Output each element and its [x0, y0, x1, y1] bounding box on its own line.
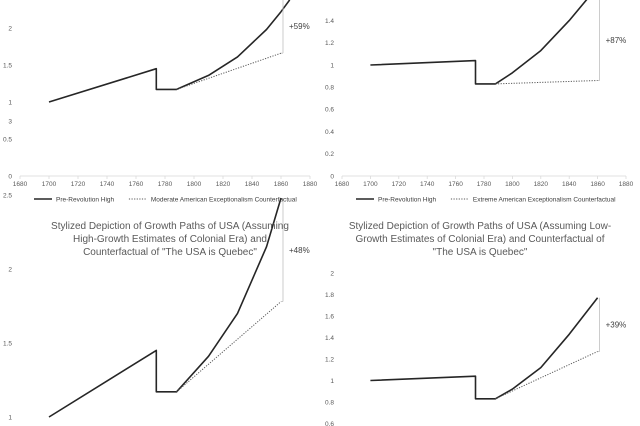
chart-2-y-tick-label: 0	[330, 173, 334, 180]
chart-2-y-tick-label: 0.2	[325, 151, 334, 158]
chart-2-x-tick-label: 1780	[477, 181, 492, 188]
chart-4-y-tick-label: 2	[330, 270, 334, 277]
chart-3-y-tick-label: 1.5	[3, 340, 12, 347]
chart-2-x-tick-label: 1840	[562, 181, 577, 188]
chart-title-line: Growth Estimates of Colonial Era) and Co…	[355, 234, 605, 245]
chart-2-x-tick-label: 1720	[392, 181, 407, 188]
chart-4-y-tick-label: 1.6	[325, 313, 334, 320]
chart-2-y-tick-label: 0.4	[325, 129, 334, 136]
chart-3-y-tick-label: 1	[8, 414, 12, 421]
chart-1-x-tick-label: 1840	[245, 181, 260, 188]
chart-1-x-tick-label: 1680	[13, 181, 28, 188]
chart-1-series-line-1	[48, 0, 291, 103]
chart-4-y-tick-label: 1.4	[325, 335, 334, 342]
chart-1-x-tick-label: 1740	[100, 181, 115, 188]
chart-4-series-line-1	[370, 297, 599, 400]
chart-3-annotation-label: +48%	[289, 246, 310, 255]
chart-2-y-tick-label: 0.8	[325, 85, 334, 92]
chart-2-y-tick-label: 1.2	[325, 40, 334, 47]
chart-1-x-tick-label: 1800	[187, 181, 202, 188]
chart-1-x-tick-label: 1760	[129, 181, 144, 188]
chart-title-line: Counterfactual of "The USA is Quebec"	[83, 247, 257, 258]
chart-2-series-line-1	[370, 0, 588, 85]
chart-2-x-tick-label: 1820	[534, 181, 549, 188]
chart-2-x-tick-label: 1680	[335, 181, 350, 188]
chart-3-series-line-2	[176, 301, 282, 393]
chart-4-y-tick-label: 0.6	[325, 421, 334, 426]
chart-1-x-tick-label: 1780	[158, 181, 173, 188]
chart-title-line: High-Growth Estimates of Colonial Era) a…	[73, 234, 267, 245]
chart-1-x-tick-label: 1860	[274, 181, 289, 188]
chart-1-y-tick-label: 2	[8, 25, 12, 32]
chart-title-line: "The USA is Quebec"	[432, 247, 528, 258]
chart-1-y-tick-label: 0.5	[3, 136, 12, 143]
chart-2-legend-label-1: Pre-Revolution High	[378, 196, 437, 203]
chart-2-y-tick-label: 0.6	[325, 107, 334, 114]
chart-3-y-tick-label: 2.5	[3, 192, 12, 199]
chart-2-x-tick-label: 1860	[590, 181, 605, 188]
chart-1-legend-label-1: Pre-Revolution High	[56, 196, 115, 203]
chart-title-line: Stylized Depiction of Growth Paths of US…	[51, 221, 289, 232]
chart-3-series-line-1	[48, 197, 282, 418]
chart-1-series-line-2	[176, 52, 282, 90]
chart-1-y-tick-label: 1.5	[3, 62, 12, 69]
chart-4-annotation-label: +39%	[606, 321, 627, 330]
chart-2-x-tick-label: 1740	[420, 181, 435, 188]
chart-2-x-tick-label: 1880	[619, 181, 634, 188]
chart-1-y-tick-label: 0	[8, 173, 12, 180]
chart-1-x-tick-label: 1700	[42, 181, 57, 188]
chart-title-bottom-right: Stylized Depiction of Growth Paths of US…	[330, 220, 630, 259]
chart-4-y-tick-label: 1.8	[325, 292, 334, 299]
chart-2-x-tick-label: 1760	[448, 181, 463, 188]
chart-1-x-tick-label: 1880	[303, 181, 318, 188]
chart-1-x-tick-label: 1720	[71, 181, 86, 188]
chart-4-y-tick-label: 1.2	[325, 356, 334, 363]
chart-2-y-tick-label: 1	[330, 62, 334, 69]
chart-2-x-tick-label: 1800	[505, 181, 520, 188]
chart-2-series-line-2	[495, 80, 598, 85]
chart-2-x-tick-label: 1700	[363, 181, 378, 188]
chart-title-bottom-left: Stylized Depiction of Growth Paths of US…	[20, 220, 320, 259]
chart-2-annotation-label: +87%	[606, 36, 627, 45]
chart-2-legend-label-2: Extreme American Exceptionalism Counterf…	[473, 196, 616, 203]
chart-4-y-tick-label: 1	[330, 378, 334, 385]
chart-4-y-tick-label: 0.8	[325, 399, 334, 406]
chart-3-y-tick-label: 3	[8, 118, 12, 125]
chart-title-line: Stylized Depiction of Growth Paths of US…	[348, 221, 612, 232]
chart-1-annotation-label: +59%	[289, 22, 310, 31]
chart-2-y-tick-label: 1.4	[325, 18, 334, 25]
chart-3-y-tick-label: 2	[8, 266, 12, 273]
chart-1-x-tick-label: 1820	[216, 181, 231, 188]
chart-1-y-tick-label: 1	[8, 99, 12, 106]
chart-4-series-line-2	[495, 351, 598, 400]
chart-1-legend-label-2: Moderate American Exceptionalism Counter…	[151, 196, 298, 203]
